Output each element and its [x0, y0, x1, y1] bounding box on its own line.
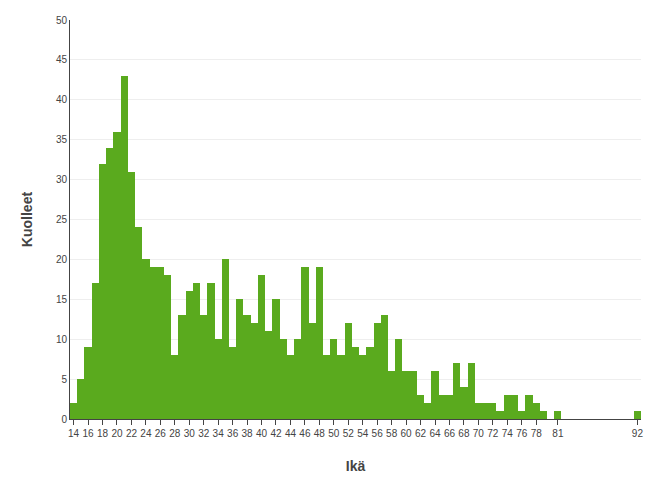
svg-text:14: 14: [68, 428, 80, 439]
svg-text:50: 50: [328, 428, 340, 439]
svg-text:26: 26: [155, 428, 167, 439]
svg-text:76: 76: [516, 428, 528, 439]
svg-text:15: 15: [56, 294, 68, 305]
svg-text:0: 0: [61, 414, 67, 425]
svg-text:40: 40: [256, 428, 268, 439]
svg-text:35: 35: [56, 134, 68, 145]
svg-text:74: 74: [502, 428, 514, 439]
svg-text:56: 56: [372, 428, 384, 439]
svg-text:62: 62: [415, 428, 427, 439]
svg-text:36: 36: [227, 428, 239, 439]
svg-text:48: 48: [314, 428, 326, 439]
svg-text:28: 28: [169, 428, 181, 439]
svg-text:30: 30: [56, 174, 68, 185]
svg-text:54: 54: [357, 428, 369, 439]
svg-text:22: 22: [126, 428, 138, 439]
svg-text:72: 72: [487, 428, 499, 439]
svg-text:81: 81: [552, 428, 564, 439]
svg-text:68: 68: [458, 428, 470, 439]
svg-text:44: 44: [285, 428, 297, 439]
svg-text:20: 20: [56, 254, 68, 265]
svg-text:64: 64: [429, 428, 441, 439]
svg-text:16: 16: [83, 428, 95, 439]
svg-text:20: 20: [111, 428, 123, 439]
svg-text:66: 66: [444, 428, 456, 439]
svg-text:46: 46: [299, 428, 311, 439]
svg-text:25: 25: [56, 214, 68, 225]
svg-text:5: 5: [61, 374, 67, 385]
svg-text:30: 30: [184, 428, 196, 439]
svg-text:50: 50: [56, 15, 68, 26]
svg-text:52: 52: [343, 428, 355, 439]
svg-text:60: 60: [401, 428, 413, 439]
svg-text:Kuolleet: Kuolleet: [19, 192, 35, 248]
svg-text:40: 40: [56, 94, 68, 105]
svg-text:58: 58: [386, 428, 398, 439]
svg-text:45: 45: [56, 54, 68, 65]
svg-text:32: 32: [198, 428, 210, 439]
svg-text:92: 92: [632, 428, 644, 439]
svg-text:34: 34: [213, 428, 225, 439]
svg-text:42: 42: [270, 428, 282, 439]
svg-text:10: 10: [56, 334, 68, 345]
svg-text:18: 18: [97, 428, 109, 439]
svg-text:78: 78: [531, 428, 543, 439]
svg-text:Ikä: Ikä: [346, 458, 366, 474]
svg-text:24: 24: [140, 428, 152, 439]
svg-text:70: 70: [473, 428, 485, 439]
svg-text:38: 38: [242, 428, 254, 439]
